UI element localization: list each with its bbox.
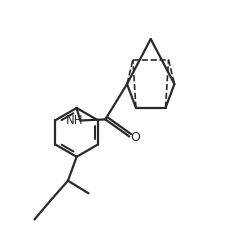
Text: O: O xyxy=(131,130,141,143)
Text: NH: NH xyxy=(66,114,84,127)
